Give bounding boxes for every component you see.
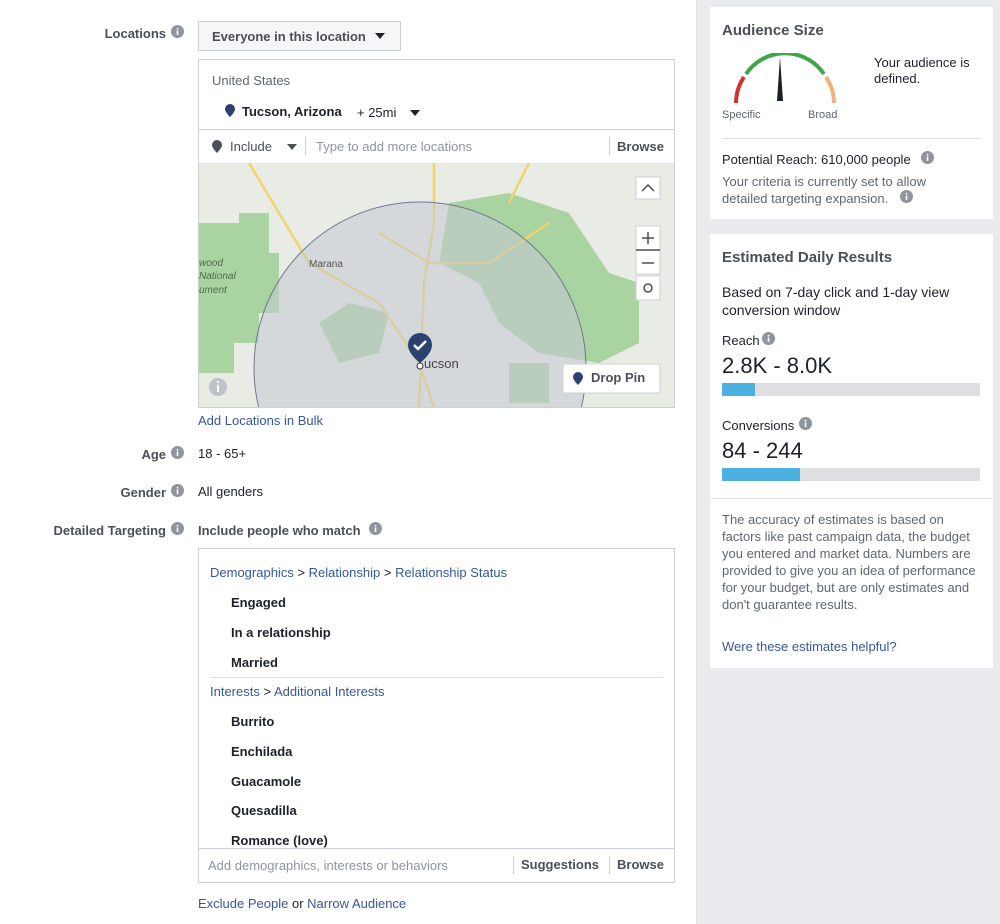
target-item[interactable]: Married <box>231 655 278 670</box>
location-mode-button[interactable]: Everyone in this location <box>198 21 401 51</box>
separator: > <box>383 565 392 580</box>
conversions-bar <box>722 468 980 481</box>
age-value[interactable]: 18 - 65+ <box>198 446 247 461</box>
narrow-link[interactable]: Narrow Audience <box>307 896 407 911</box>
location-mode: Everyone in this location <box>212 29 366 44</box>
info-icon[interactable] <box>369 522 382 535</box>
divider <box>609 856 610 874</box>
include-row: Include Type to add more locations Brows… <box>199 129 674 164</box>
country: United States <box>212 73 291 88</box>
city: Tucson, Arizona <box>242 104 342 119</box>
crumb[interactable]: Relationship Status <box>395 565 508 580</box>
targeting-input[interactable]: Add demographics, interests or behaviors <box>208 858 448 873</box>
info-icon[interactable] <box>171 522 184 535</box>
audience-status: Your audience is defined. <box>874 55 970 86</box>
gauge <box>734 53 836 104</box>
disclaimer: The accuracy of estimates is based on fa… <box>722 512 976 612</box>
audience-title: Audience Size <box>722 22 824 39</box>
or-text: or <box>291 896 304 911</box>
feedback-link[interactable]: Were these estimates helpful? <box>722 639 897 654</box>
reach-label: Reach <box>722 333 760 348</box>
map-label: ucson <box>424 356 459 371</box>
bulk-link[interactable]: Add Locations in Bulk <box>198 413 324 428</box>
target-item[interactable]: Enchilada <box>231 744 293 759</box>
locations-label: Locations <box>104 26 166 41</box>
gauge-specific: Specific <box>722 109 761 121</box>
audience-card: Audience Size Specific Broad Your audien… <box>710 7 993 219</box>
reach-estimate: 2.8K - 8.0K <box>722 353 833 378</box>
audience-note: Your criteria is currently set to allow … <box>722 174 926 206</box>
targeting-list: Demographics > Relationship > Relationsh… <box>199 549 674 848</box>
target-item[interactable]: In a relationship <box>231 625 331 640</box>
crumb[interactable]: Demographics <box>210 565 294 580</box>
reach-bar-fill <box>722 383 755 396</box>
gender-label: Gender <box>120 485 166 500</box>
location-input[interactable]: Type to add more locations <box>316 139 473 154</box>
gauge-broad: Broad <box>808 109 838 121</box>
results-window: Based on 7-day click and 1-day view conv… <box>722 284 950 318</box>
divider <box>710 498 993 499</box>
breadcrumb: Interests > Additional Interests <box>210 684 385 699</box>
targeting-label: Detailed Targeting <box>53 523 166 538</box>
divider <box>722 138 981 139</box>
info-icon[interactable] <box>171 25 184 38</box>
map[interactable]: wood National ument Marana ucson Drop Pi… <box>199 163 674 407</box>
radius[interactable]: + 25mi <box>357 105 397 120</box>
info-icon[interactable] <box>900 190 913 203</box>
targeting-heading: Include people who match <box>198 523 361 538</box>
gender-value[interactable]: All genders <box>198 484 264 499</box>
map-label: Marana <box>309 259 343 270</box>
crumb[interactable]: Relationship <box>308 565 381 580</box>
map-label: ument <box>199 285 228 296</box>
include-dropdown[interactable]: Include <box>230 139 272 154</box>
browse-button[interactable]: Browse <box>617 139 664 154</box>
results-card: Estimated Daily Results Based on 7-day c… <box>710 234 993 668</box>
targeting-footer: Add demographics, interests or behaviors… <box>199 848 674 882</box>
info-icon[interactable] <box>762 332 775 345</box>
results-title: Estimated Daily Results <box>722 249 893 266</box>
caret <box>410 110 420 116</box>
target-item[interactable]: Romance (love) <box>231 833 328 848</box>
separator: > <box>297 565 306 580</box>
divider <box>609 137 610 155</box>
crumb[interactable]: Additional Interests <box>273 684 385 699</box>
pin-icon <box>225 104 235 117</box>
pin-icon <box>212 140 222 153</box>
exclude-link[interactable]: Exclude People <box>198 896 289 911</box>
age-label: Age <box>141 447 166 462</box>
potential-reach: Potential Reach: 610,000 people <box>722 152 911 167</box>
location-box: United States Tucson, Arizona + 25mi Inc… <box>198 59 675 408</box>
exclude-row: Exclude People or Narrow Audience <box>198 896 406 911</box>
reach-value: 610,000 people <box>821 152 911 167</box>
divider <box>210 677 663 678</box>
suggestions-button[interactable]: Suggestions <box>521 857 600 872</box>
target-item[interactable]: Burrito <box>231 714 275 729</box>
targeting-box: Demographics > Relationship > Relationsh… <box>198 548 675 883</box>
breadcrumb: Demographics > Relationship > Relationsh… <box>210 565 507 580</box>
target-item[interactable]: Engaged <box>231 595 286 610</box>
reach-label: Potential Reach: <box>722 152 818 167</box>
map-label: National <box>199 271 236 282</box>
divider <box>513 856 514 874</box>
divider <box>305 137 306 155</box>
separator: > <box>263 684 272 699</box>
caret <box>287 144 297 150</box>
crumb[interactable]: Interests <box>210 684 260 699</box>
browse-button[interactable]: Browse <box>617 857 664 872</box>
target-item[interactable]: Guacamole <box>231 774 302 789</box>
info-icon[interactable] <box>921 151 934 164</box>
info-icon[interactable] <box>171 484 184 497</box>
info-icon[interactable] <box>799 417 812 430</box>
target-item[interactable]: Quesadilla <box>231 803 297 818</box>
caret <box>375 33 385 39</box>
reach-bar <box>722 383 980 396</box>
info-icon[interactable] <box>171 446 184 459</box>
drop-pin-button[interactable]: Drop Pin <box>591 370 645 385</box>
map-label: wood <box>199 258 223 269</box>
conversions-bar-fill <box>722 468 800 481</box>
conversions-estimate: 84 - 244 <box>722 438 803 463</box>
conversions-label: Conversions <box>722 418 795 433</box>
